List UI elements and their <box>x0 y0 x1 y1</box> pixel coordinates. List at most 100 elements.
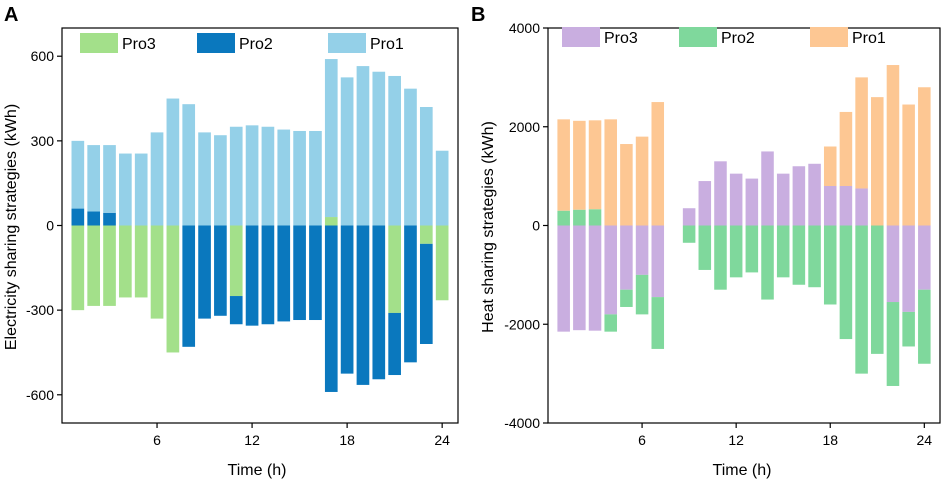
panel-a-bar-pro1-t20 <box>372 71 386 226</box>
panel-a-bar-pro1-t5 <box>134 153 148 226</box>
panel-b-bar-pro2-t2 <box>573 209 586 226</box>
panel-a-bar-pro1-t1 <box>71 140 85 209</box>
panel-a-axes: -600 -300 0 300 600 6 12 18 24 <box>26 27 459 448</box>
panel-b-bar-pro1-t1 <box>557 119 570 211</box>
panel-a-bar-pro1-t14 <box>277 129 291 226</box>
panel-a-bar-pro2-t20 <box>372 225 386 380</box>
panel-b-bars <box>557 65 931 386</box>
panel-a-bar-pro1-t22 <box>404 88 417 226</box>
panel-b-bar-pro3-t23 <box>902 225 915 312</box>
panel-a-x-tick-label: 24 <box>434 432 450 448</box>
panel-b-bar-pro2-t13 <box>745 225 759 273</box>
panel-b-bar-pro3-t11 <box>714 161 727 226</box>
panel-b-x-tick-label: 24 <box>917 432 933 448</box>
panel-a-bar-pro1-t23 <box>419 107 433 226</box>
panel-a-y-tick-label: 0 <box>46 218 54 234</box>
panel-b-bar-pro3-t20 <box>855 188 868 226</box>
panel-b-bar-pro2-t1 <box>557 210 570 226</box>
panel-b-legend-swatch-pro3 <box>562 27 600 47</box>
panel-b-bar-pro1-t3 <box>588 120 602 210</box>
panel-b-bar-pro2-t3 <box>588 209 602 226</box>
panel-a-y-axis-title: Electricity sharing strategies (kWh) <box>3 104 20 350</box>
panel-a-bar-pro1-t2 <box>87 145 101 212</box>
panel-b-bar-pro2-t17 <box>808 225 821 288</box>
panel-a-bar-pro2-t15 <box>293 225 306 321</box>
panel-b-bar-pro2-t20 <box>855 225 868 374</box>
panel-b-bar-pro2-t12 <box>729 225 743 278</box>
panel-a-bar-pro1-t12 <box>245 125 259 226</box>
panel-b-bar-pro3-t9 <box>682 208 696 226</box>
panel-b-bar-pro2-t10 <box>698 225 712 270</box>
panel-b-bar-pro2-t24 <box>918 289 931 364</box>
panel-b-bar-pro3-t3 <box>588 225 602 331</box>
panel-a-letter: A <box>4 4 18 26</box>
panel-a-bar-pro2-t2 <box>87 211 101 226</box>
panel-b-bar-pro1-t24 <box>918 87 931 226</box>
panel-b-axes: -4000 -2000 0 2000 4000 6 12 18 24 <box>504 20 941 448</box>
panel-a-bar-pro3-t17 <box>324 217 338 226</box>
panel-a-bar-pro1-t11 <box>229 126 243 226</box>
panel-b-bar-pro1-t18 <box>823 146 837 186</box>
panel-b-y-tick-label: 0 <box>532 218 540 234</box>
panel-a-x-tick-label: 6 <box>153 432 161 448</box>
panel-a-legend-swatch-pro2 <box>197 33 235 53</box>
panel-b-bar-pro3-t12 <box>729 173 743 226</box>
panel-b-bar-pro3-t7 <box>651 225 665 298</box>
panel-a-bar-pro3-t11 <box>229 225 243 297</box>
panel-b-bar-pro3-t19 <box>839 186 853 226</box>
panel-a-bar-pro1-t8 <box>182 104 196 226</box>
panel-a-bar-pro1-t7 <box>166 98 180 226</box>
panel-b-bar-pro1-t20 <box>855 77 868 189</box>
panel-b-bar-pro3-t17 <box>808 163 821 226</box>
panel-a-bar-pro3-t6 <box>150 225 164 319</box>
panel-a-bar-pro2-t14 <box>277 225 291 322</box>
panel-a-bar-pro2-t16 <box>309 225 322 321</box>
panel-b-legend-swatch-pro2 <box>679 27 717 47</box>
panel-a-bar-pro2-t12 <box>245 225 259 326</box>
panel-b-legend-label-pro3: Pro3 <box>604 30 638 47</box>
panel-a-bar-pro2-t21 <box>388 312 401 376</box>
panel-a-bar-pro1-t17 <box>324 59 338 218</box>
panel-a-bar-pro2-t22 <box>404 225 417 363</box>
panel-a-bar-pro2-t8 <box>182 225 196 347</box>
panel-b-bar-pro2-t11 <box>714 225 727 290</box>
panel-a-bar-pro1-t15 <box>293 130 306 226</box>
panel-a-legend-swatch-pro3 <box>80 33 118 53</box>
panel-b-y-tick-label: -4000 <box>504 415 540 431</box>
panel-a-bar-pro3-t3 <box>103 225 116 306</box>
panel-b-bar-pro2-t14 <box>761 225 774 300</box>
panel-a-bar-pro2-t13 <box>261 225 275 325</box>
panel-b-bar-pro2-t7 <box>651 297 665 349</box>
panel-b-bar-pro3-t2 <box>573 225 586 331</box>
panel-b-bar-pro1-t6 <box>635 136 649 226</box>
panel-a-bar-pro2-t3 <box>103 212 116 226</box>
panel-b-bar-pro1-t21 <box>871 97 884 226</box>
panel-b-y-tick-label: -2000 <box>504 316 540 332</box>
panel-b-bar-pro3-t13 <box>745 178 759 226</box>
panel-b-y-tick-label: 2000 <box>509 119 540 135</box>
panel-a-x-tick-label: 18 <box>339 432 355 448</box>
panel-b-y-tick-label: 4000 <box>509 20 540 36</box>
panel-a-bar-pro3-t2 <box>87 225 101 306</box>
panel-a-bar-pro2-t23 <box>419 243 433 344</box>
panel-b-bar-pro1-t19 <box>839 111 853 186</box>
panel-a-bar-pro1-t16 <box>309 130 322 226</box>
panel-b-bar-pro2-t21 <box>871 225 884 354</box>
panel-b-y-axis-title: Heat sharing strategies (kWh) <box>480 121 497 333</box>
panel-a-bar-pro1-t3 <box>103 145 116 213</box>
panel-b-bar-pro2-t5 <box>620 289 633 307</box>
panel-a-bar-pro3-t21 <box>388 225 401 313</box>
panel-a-bar-pro2-t1 <box>71 208 85 226</box>
panel-b-bar-pro3-t18 <box>823 186 837 226</box>
panel-b-x-axis-title: Time (h) <box>713 462 772 479</box>
panel-a-bar-pro1-t24 <box>435 150 449 226</box>
panel-a-bar-pro1-t10 <box>214 135 227 226</box>
panel-b-bar-pro2-t15 <box>776 225 790 278</box>
panel-b-bar-pro1-t4 <box>604 119 617 226</box>
panel-b-bar-pro2-t4 <box>604 314 617 332</box>
panel-a-y-tick-label: 600 <box>31 48 55 64</box>
panel-a: A -600 -300 0 300 600 6 12 18 24 Pro3 Pro2 Pro1 Ti… <box>3 4 459 479</box>
panel-b-bar-pro2-t6 <box>635 274 649 315</box>
panel-a-bar-pro3-t1 <box>71 225 85 311</box>
